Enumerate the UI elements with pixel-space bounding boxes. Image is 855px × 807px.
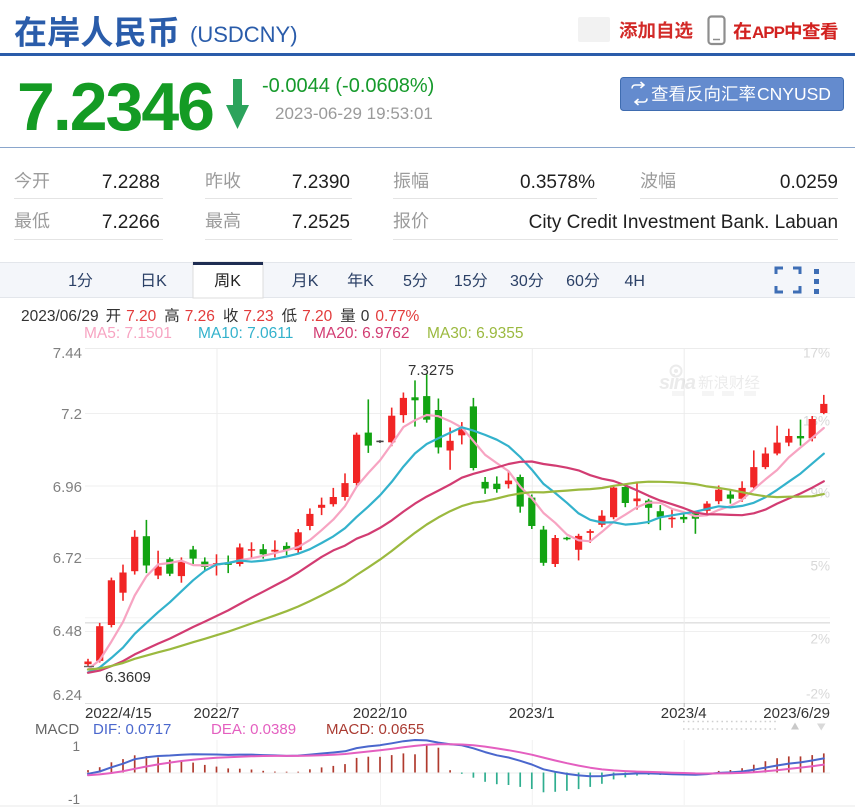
svg-text:K: K <box>363 273 374 290</box>
svg-text:7.2288: 7.2288 <box>102 172 160 193</box>
svg-text:15: 15 <box>454 273 472 290</box>
svg-text:6.48: 6.48 <box>53 623 82 640</box>
svg-text:6.72: 6.72 <box>53 550 82 567</box>
svg-text:7.23: 7.23 <box>243 308 273 325</box>
svg-text:7.20: 7.20 <box>126 308 157 325</box>
svg-text:5%: 5% <box>810 559 830 574</box>
svg-text:4H: 4H <box>625 273 645 290</box>
svg-text:7.2390: 7.2390 <box>292 172 350 193</box>
svg-text:7.2266: 7.2266 <box>102 212 160 233</box>
svg-text:2023/1: 2023/1 <box>509 705 555 722</box>
svg-text:MA20: 6.9762: MA20: 6.9762 <box>313 325 410 342</box>
svg-text:2022/10: 2022/10 <box>353 705 407 722</box>
svg-text:7.2525: 7.2525 <box>292 212 350 233</box>
svg-text:2023-06-29 19:53:01: 2023-06-29 19:53:01 <box>275 104 433 123</box>
svg-text:MACD: MACD <box>35 721 79 738</box>
svg-text:MA5: 7.1501: MA5: 7.1501 <box>84 325 172 342</box>
svg-text:7.2: 7.2 <box>61 406 82 423</box>
svg-text:2022/4/15: 2022/4/15 <box>85 705 152 722</box>
svg-text:5: 5 <box>403 273 412 290</box>
svg-text:7.3275: 7.3275 <box>408 362 454 379</box>
svg-text:0.0259: 0.0259 <box>780 172 838 193</box>
svg-text:2023/06/29: 2023/06/29 <box>21 308 99 325</box>
svg-text:6.24: 6.24 <box>53 687 82 704</box>
svg-text:APP: APP <box>752 23 785 42</box>
svg-text:DIF: 0.0717: DIF: 0.0717 <box>93 721 171 738</box>
svg-text:7.26: 7.26 <box>185 308 215 325</box>
svg-text:City Credit Investment Bank. L: City Credit Investment Bank. Labuan <box>529 212 838 233</box>
svg-text:2%: 2% <box>810 632 830 647</box>
svg-text:sina: sina <box>659 372 696 394</box>
svg-text:6.3609: 6.3609 <box>105 669 151 686</box>
svg-text:7.20: 7.20 <box>302 308 333 325</box>
svg-text:MA10: 7.0611: MA10: 7.0611 <box>198 325 293 342</box>
svg-text:K: K <box>308 273 319 290</box>
svg-text:13%: 13% <box>803 414 830 429</box>
svg-text:17%: 17% <box>803 346 830 361</box>
svg-text:0.3578%: 0.3578% <box>520 172 595 193</box>
svg-text:-0.0044 (-0.0608%): -0.0044 (-0.0608%) <box>262 75 434 97</box>
svg-text:1: 1 <box>68 273 77 290</box>
svg-text:DEA: 0.0389: DEA: 0.0389 <box>211 721 296 738</box>
svg-text:(USDCNY): (USDCNY) <box>190 22 298 47</box>
svg-text:1: 1 <box>72 739 80 754</box>
svg-text:-2%: -2% <box>806 687 830 702</box>
svg-text:K: K <box>156 273 167 290</box>
svg-text:30: 30 <box>510 273 528 290</box>
svg-text:2023/6/29: 2023/6/29 <box>763 705 830 722</box>
svg-text:MA30: 6.9355: MA30: 6.9355 <box>427 325 524 342</box>
svg-text:60: 60 <box>566 273 584 290</box>
svg-text:0: 0 <box>361 308 370 325</box>
svg-text:K: K <box>230 273 241 290</box>
svg-text:7.44: 7.44 <box>53 345 82 362</box>
svg-text:6.96: 6.96 <box>53 479 82 496</box>
svg-text:MACD: 0.0655: MACD: 0.0655 <box>326 721 424 738</box>
svg-text:2023/4: 2023/4 <box>661 705 707 722</box>
svg-text:CNYUSD: CNYUSD <box>757 84 831 104</box>
svg-text:2022/7: 2022/7 <box>194 705 240 722</box>
svg-text:0.77%: 0.77% <box>375 308 419 325</box>
svg-text:-1: -1 <box>68 792 80 807</box>
svg-text:7.2346: 7.2346 <box>17 69 213 145</box>
